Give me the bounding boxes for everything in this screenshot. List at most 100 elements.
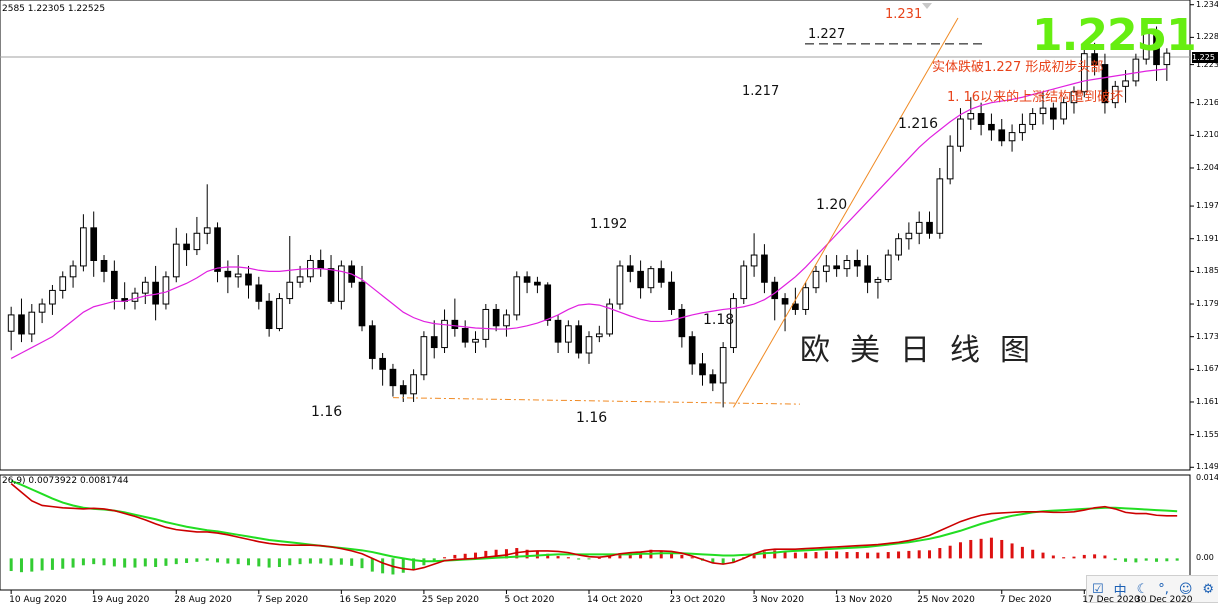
candle-body [678,308,686,338]
candle [802,282,810,315]
price-tick-label: 1.204 [1196,162,1218,172]
candle [141,276,149,305]
candle-body [688,336,696,365]
macd-histogram-bar [814,552,818,559]
label-1217: 1.217 [742,84,780,99]
candle [740,260,748,305]
candle [967,97,975,130]
candle [203,184,211,245]
candle-body [1153,31,1160,66]
macd-histogram-bar [876,552,880,559]
gear-icon[interactable]: ⚙ [1202,581,1215,597]
candle [276,293,283,332]
candle-body [606,303,613,335]
macd-histogram-bar [360,558,364,569]
ime-icon[interactable]: 中 [1113,583,1127,599]
candle [399,380,407,402]
macd-histogram-bar [989,537,993,559]
macd-histogram-bar [401,558,405,573]
candle-body [802,287,810,310]
macd-histogram-bar [608,555,612,559]
candle-body [626,265,634,272]
candle [719,342,727,408]
candle [853,249,861,277]
candle-body [998,129,1006,142]
candle-body [399,385,407,395]
candle-body [647,268,655,289]
date-tick-label: 17 Dec 2020 [1082,595,1140,605]
uptrend-line [733,17,959,408]
candle [379,353,386,386]
candle [647,265,655,294]
candle-body [296,276,304,283]
candle [730,293,737,353]
candle-body [1070,91,1078,104]
macd-tick-label: 0.014 [1196,472,1218,482]
macd-histogram-bar [102,558,106,566]
candle-body [100,259,108,272]
dot-icon[interactable]: °, [1158,581,1169,597]
macd-histogram-bar [845,552,849,559]
candle-body [771,281,779,300]
macd-histogram-bar [1041,552,1045,559]
candle [1019,113,1026,141]
macd-signal-line [10,479,1178,563]
candle [503,309,510,337]
macd-histogram-bar [577,558,581,560]
candle [864,255,871,294]
candle [461,320,469,348]
macd-histogram-bar [1124,558,1128,562]
candle [410,369,417,402]
candle-body [503,314,510,327]
label-1192: 1.192 [590,217,628,232]
candle [100,255,108,283]
macd-histogram-bar [566,557,570,559]
candle-body [884,254,892,281]
candle-body [864,265,871,283]
candle [430,320,438,359]
label-1216: 1.216 [898,116,939,132]
macd-histogram-bar [618,553,622,559]
candle-body [276,298,283,330]
date-tick-label: 30 Dec 2020 [1135,595,1193,605]
candle [523,271,531,294]
macd-histogram-bar [1000,539,1004,559]
macd-histogram-bar [835,551,839,559]
macd-histogram-bar [1144,558,1148,561]
moon-icon[interactable]: ☾ [1136,581,1149,597]
candle-body [152,281,159,305]
macd-histogram-bar [525,549,529,559]
candle [482,304,490,348]
candle-body [513,276,521,316]
candle-body [988,123,995,131]
candle-body [977,113,985,125]
macd-histogram-bar [938,548,942,559]
macd-histogram-bar [1113,558,1117,561]
candle [69,260,77,288]
label-peak-1231: 1.231 [885,7,923,22]
checkbox-icon[interactable]: ☑ [1091,581,1104,597]
candle-body [286,281,294,300]
candle-body [926,221,933,234]
candle-body [1142,31,1150,60]
date-tick-label: 14 Oct 2020 [587,595,643,605]
date-tick-label: 16 Sep 2020 [339,595,397,605]
candle-body [853,259,861,267]
candle-body [183,243,190,251]
candle [792,287,799,315]
macd-tick-label: 0.00 [1196,553,1214,563]
candle [1153,26,1160,81]
macd-histogram-bar [494,549,498,559]
macd-histogram-bar [112,558,116,567]
candle-body [389,368,397,387]
candle-body [637,270,644,289]
candle [565,320,572,353]
candle [554,314,562,353]
candle-body [492,308,500,327]
candle [1132,53,1140,87]
person-icon[interactable]: ☺ [1178,581,1193,597]
candle-body [1008,132,1016,142]
date-tick-label: 10 Aug 2020 [9,595,67,605]
candle [1101,53,1109,114]
